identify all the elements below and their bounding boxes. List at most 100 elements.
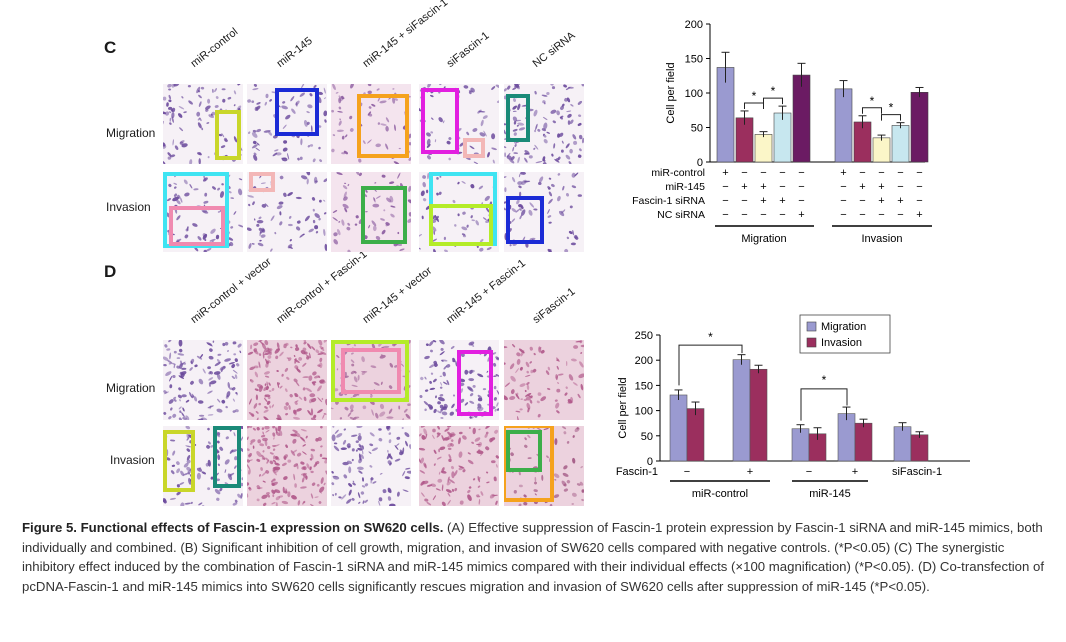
chart-c-mark-3-1-4: + (916, 209, 922, 221)
panel-c-column-label-4: siFascin-1 (444, 29, 492, 71)
panel-c-micrograph-migration-3 (331, 84, 411, 164)
panel-d-micrograph-invasion-1 (163, 426, 243, 506)
chart-c-mark-1-1-0: − (840, 181, 846, 193)
chart-d-bar-0-4 (893, 426, 912, 462)
panel-c-micrograph-invasion-1 (163, 172, 243, 252)
panel-d-column-label-2: miR-control + Fascin-1 (274, 248, 370, 326)
chart-c-ytick-label-1: 50 (691, 123, 703, 135)
panel-c-row-label-invasion: Invasion (106, 200, 151, 214)
chart-c-mark-2-1-0: − (840, 195, 846, 207)
panel-d-micrograph-migration-5 (504, 340, 584, 420)
panel-c-row-label-migration: Migration (106, 126, 156, 140)
chart-d-group-label-0: miR-control (692, 488, 748, 500)
chart-d-ytick-label-5: 250 (635, 330, 653, 342)
chart-d-xmark-3: + (852, 466, 858, 478)
chart-c-sig-1-0: * (870, 94, 875, 108)
chart-c-mark-3-0-2: − (760, 209, 766, 221)
chart-c-row-label-2: Fascin-1 siRNA (632, 195, 705, 207)
chart-d-ytick-label-4: 200 (635, 355, 653, 367)
chart-d-ytick-label-1: 50 (641, 431, 653, 443)
panel-c-bar-chart: 0 50 100 150 200 Cell per field * * * * miR-contro… (632, 19, 932, 245)
chart-c-mark-2-1-4: − (916, 195, 922, 207)
chart-c-mark-0-1-1: − (859, 167, 865, 179)
panel-d-letter: D (104, 262, 117, 281)
chart-c-mark-1-1-4: − (916, 181, 922, 193)
chart-c-ytick-label-4: 200 (685, 19, 703, 31)
chart-d-bar-1-0 (686, 408, 705, 462)
panel-c-micrograph-invasion-2 (247, 172, 327, 252)
panel-d-micrograph-invasion-4 (419, 426, 499, 506)
chart-c-mark-0-1-2: − (878, 167, 884, 179)
panel-c-micrograph-migration-5 (504, 84, 584, 164)
panel-d-column-label-4: miR-145 + Fascin-1 (444, 257, 528, 326)
panel-d-column-label-5: siFascin-1 (530, 285, 578, 326)
chart-c-sig-0-1: * (771, 84, 776, 98)
chart-d-bar-1-1 (749, 368, 768, 462)
chart-c-bar-1-3 (891, 125, 910, 163)
chart-d-bar-0-0 (669, 394, 688, 462)
panel-d-micrograph-invasion-2 (247, 426, 327, 506)
chart-c-mark-3-1-3: − (897, 209, 903, 221)
chart-c-row-label-1: miR-145 (665, 181, 705, 193)
chart-d-xmark-1: + (747, 466, 753, 478)
chart-d-ylabel: Cell per field (617, 377, 629, 438)
chart-c-mark-3-0-4: + (798, 209, 804, 221)
chart-d-sig-0: * (708, 330, 713, 344)
chart-c-mark-2-1-1: − (859, 195, 865, 207)
panel-c-micrograph-migration-1 (163, 84, 243, 164)
chart-c-row-label-0: miR-control (651, 167, 705, 179)
panel-c-letter: C (104, 38, 117, 57)
chart-c-mark-2-0-2: + (760, 195, 766, 207)
panel-d-bar-chart: 0 50 100 150 200 250 Cell per field * * Migration… (616, 314, 970, 500)
chart-c-mark-2-1-3: + (897, 195, 903, 207)
chart-c-sig-0-0: * (752, 89, 757, 103)
chart-c-mark-3-1-0: − (840, 209, 846, 221)
chart-c-mark-1-0-1: + (741, 181, 747, 193)
chart-c-mark-0-0-0: + (722, 167, 728, 179)
chart-c-bar-0-4 (792, 74, 811, 163)
chart-d-legend-label-1: Invasion (821, 337, 862, 349)
chart-c-mark-1-0-4: − (798, 181, 804, 193)
chart-d-bracket-0 (678, 344, 743, 386)
chart-c-mark-1-1-1: + (859, 181, 865, 193)
chart-d-xmark-4: siFascin-1 (892, 466, 942, 478)
chart-c-mark-3-1-2: − (878, 209, 884, 221)
chart-d-bar-1-3 (854, 422, 873, 462)
chart-c-bracket-0-1 (763, 97, 783, 105)
chart-d-xmark-2: − (806, 466, 812, 478)
chart-c-bar-0-2 (754, 134, 773, 163)
panel-c-column-label-5: NC siRNA (530, 29, 578, 71)
chart-c-ytick-label-2: 100 (685, 88, 703, 100)
caption-title: Figure 5. Functional effects of Fascin-1… (22, 520, 444, 535)
chart-c-mark-2-0-1: − (741, 195, 747, 207)
chart-c-mark-0-0-3: − (779, 167, 785, 179)
panel-d-micrograph-migration-3 (331, 340, 411, 420)
chart-c-group-label-0: Migration (741, 233, 786, 245)
chart-c-group-label-1: Invasion (862, 233, 903, 245)
chart-c-ytick-label-3: 150 (685, 54, 703, 66)
panel-c-micrograph-invasion-4 (419, 172, 499, 252)
chart-c-mark-1-0-0: − (722, 181, 728, 193)
chart-d-group-label-1: miR-145 (809, 488, 851, 500)
chart-d-bracket-1 (800, 388, 848, 421)
chart-d-sig-1: * (822, 373, 827, 387)
chart-c-bar-1-0 (834, 88, 853, 163)
chart-c-mark-2-0-4: − (798, 195, 804, 207)
chart-d-legend-label-0: Migration (821, 321, 866, 333)
chart-d-xmark-0: − (684, 466, 690, 478)
chart-c-mark-3-1-1: − (859, 209, 865, 221)
chart-c-mark-1-1-3: − (897, 181, 903, 193)
chart-d-bar-0-1 (732, 359, 751, 462)
chart-c-bracket-1-0 (862, 107, 882, 114)
chart-d-bar-0-2 (791, 428, 810, 462)
panel-d-micrograph-migration-4 (419, 340, 499, 420)
panel-d-row-label-invasion: Invasion (110, 453, 155, 467)
panel-c-column-label-3: miR-145 + siFascin-1 (360, 0, 451, 71)
chart-c-mark-2-0-0: − (722, 195, 728, 207)
panel-d-column-label-3: miR-145 + vector (360, 264, 435, 326)
chart-d-ytick-label-2: 100 (635, 406, 653, 418)
chart-c-bar-0-3 (773, 112, 792, 163)
chart-c-mark-0-1-4: − (916, 167, 922, 179)
panel-d-micrograph-invasion-3 (331, 426, 411, 506)
chart-c-mark-0-1-3: − (897, 167, 903, 179)
